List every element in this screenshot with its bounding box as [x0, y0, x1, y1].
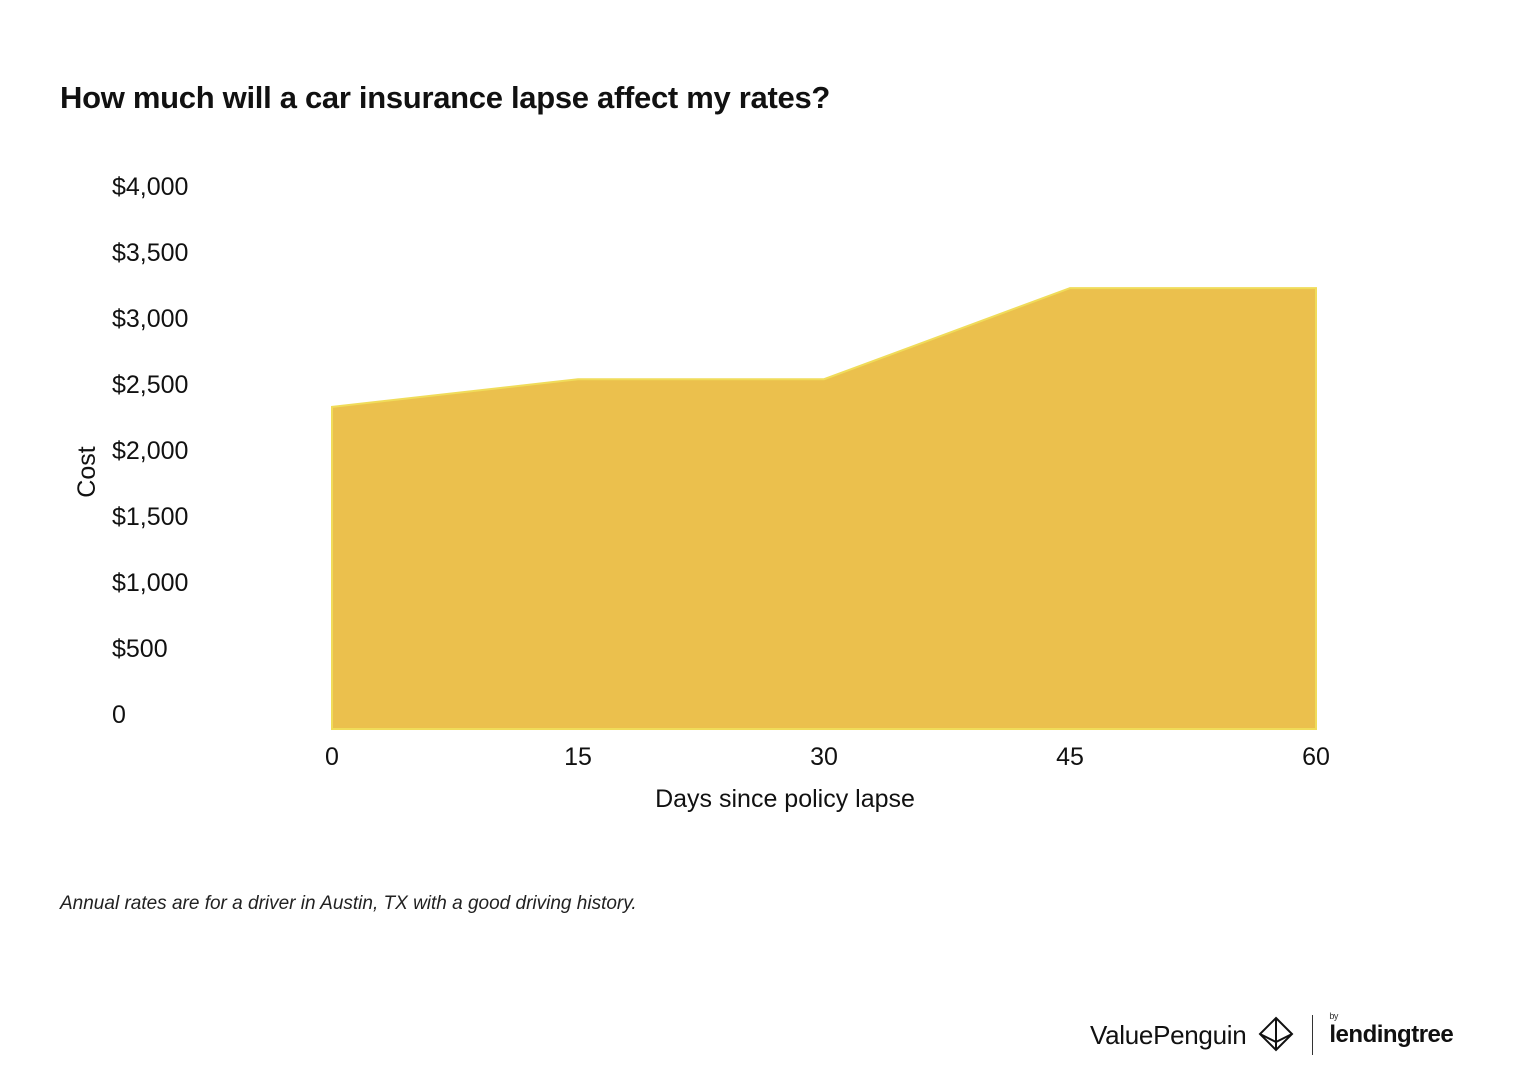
- x-axis-label: Days since policy lapse: [655, 785, 915, 813]
- diamond-logo-icon: [1258, 1016, 1294, 1052]
- y-tick-label: $2,000: [112, 437, 188, 465]
- brand-divider: [1312, 1015, 1314, 1055]
- y-axis-label: Cost: [73, 446, 101, 497]
- x-tick-label: 0: [325, 743, 339, 771]
- chart-title: How much will a car insurance lapse affe…: [60, 80, 831, 115]
- x-tick-label: 45: [1056, 743, 1084, 771]
- x-tick-label: 15: [564, 743, 592, 771]
- lendingtree-by-text: by: [1329, 1011, 1338, 1021]
- y-tick-label: 0: [112, 701, 126, 729]
- y-tick-label: $2,500: [112, 371, 188, 399]
- branding: ValuePenguin by lendingtree: [1090, 1011, 1454, 1055]
- y-tick-label: $3,000: [112, 305, 188, 333]
- x-tick-label: 60: [1302, 743, 1330, 771]
- x-tick-label: 30: [810, 743, 838, 771]
- y-tick-label: $1,500: [112, 503, 188, 531]
- valuepenguin-logo-text: ValuePenguin: [1090, 1019, 1247, 1050]
- footnote: Annual rates are for a driver in Austin,…: [60, 893, 637, 914]
- y-axis-ticks: $4,000 $3,500 $3,000 $2,500 $2,000 $1,500 $1,0…: [112, 173, 188, 729]
- x-axis-ticks: 0 15 30 45 60: [325, 743, 1330, 771]
- y-tick-label: $4,000: [112, 173, 188, 201]
- area-series: [331, 287, 1317, 730]
- y-tick-label: $3,500: [112, 239, 188, 267]
- area-layer: [331, 287, 1317, 730]
- y-tick-label: $1,000: [112, 569, 188, 597]
- lendingtree-wordmark: lendingtree: [1329, 1021, 1454, 1048]
- lendingtree-logo-text: by lendingtree: [1329, 1011, 1454, 1049]
- y-tick-label: $500: [112, 635, 168, 663]
